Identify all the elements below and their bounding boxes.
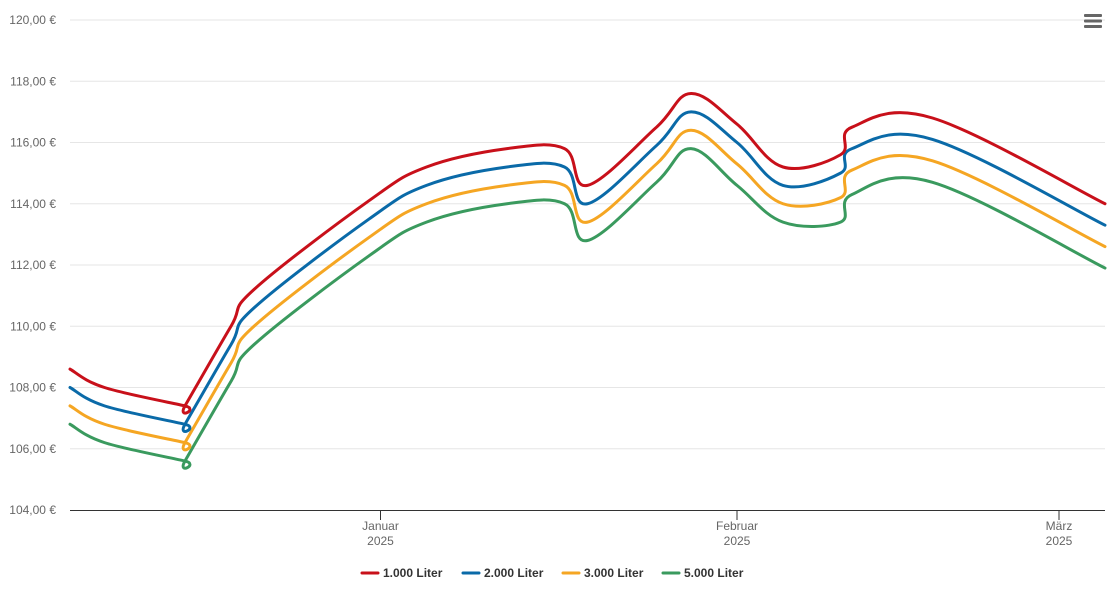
x-tick-label: März [1046, 519, 1073, 533]
y-tick-label: 104,00 € [9, 503, 56, 517]
legend-label: 5.000 Liter [684, 566, 744, 580]
series-line-5-000-liter [68, 147, 1107, 470]
legend-label: 3.000 Liter [584, 566, 644, 580]
series-line-2-000-liter [68, 110, 1107, 433]
series-line-1-000-liter [68, 91, 1107, 415]
chart-menu-button[interactable] [1080, 10, 1106, 32]
x-tick-year: 2025 [1046, 534, 1073, 548]
legend-item[interactable]: 5.000 Liter [661, 566, 744, 580]
y-tick-label: 114,00 € [10, 197, 56, 211]
legend-label: 1.000 Liter [383, 566, 443, 580]
series-line-3-000-liter [68, 128, 1107, 452]
x-tick-year: 2025 [367, 534, 394, 548]
series-layer [68, 91, 1107, 470]
y-tick-label: 112,00 € [10, 258, 56, 272]
legend-item[interactable]: 1.000 Liter [360, 566, 443, 580]
y-tick-label: 118,00 € [10, 74, 56, 88]
grid-layer [70, 19, 1105, 450]
y-axis: 104,00 € 106,00 € 108,00 € 110,00 € 112,00 €… [9, 13, 56, 517]
legend-item[interactable]: 2.000 Liter [461, 566, 544, 580]
y-tick-label: 116,00 € [10, 136, 56, 150]
x-tick-label: Januar [362, 519, 399, 533]
y-tick-label: 106,00 € [9, 442, 56, 456]
x-tick-label: Februar [716, 519, 758, 533]
legend: 1.000 Liter 2.000 Liter 3.000 Liter 5.000 L… [360, 566, 744, 580]
y-tick-label: 110,00 € [10, 319, 56, 333]
legend-label: 2.000 Liter [484, 566, 544, 580]
legend-item[interactable]: 3.000 Liter [561, 566, 644, 580]
y-tick-label: 108,00 € [9, 381, 56, 395]
y-tick-label: 120,00 € [9, 13, 56, 27]
x-tick-year: 2025 [724, 534, 751, 548]
hamburger-menu-icon [1084, 14, 1102, 28]
